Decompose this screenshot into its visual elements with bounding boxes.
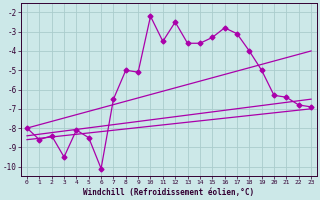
X-axis label: Windchill (Refroidissement éolien,°C): Windchill (Refroidissement éolien,°C) [84,188,255,197]
